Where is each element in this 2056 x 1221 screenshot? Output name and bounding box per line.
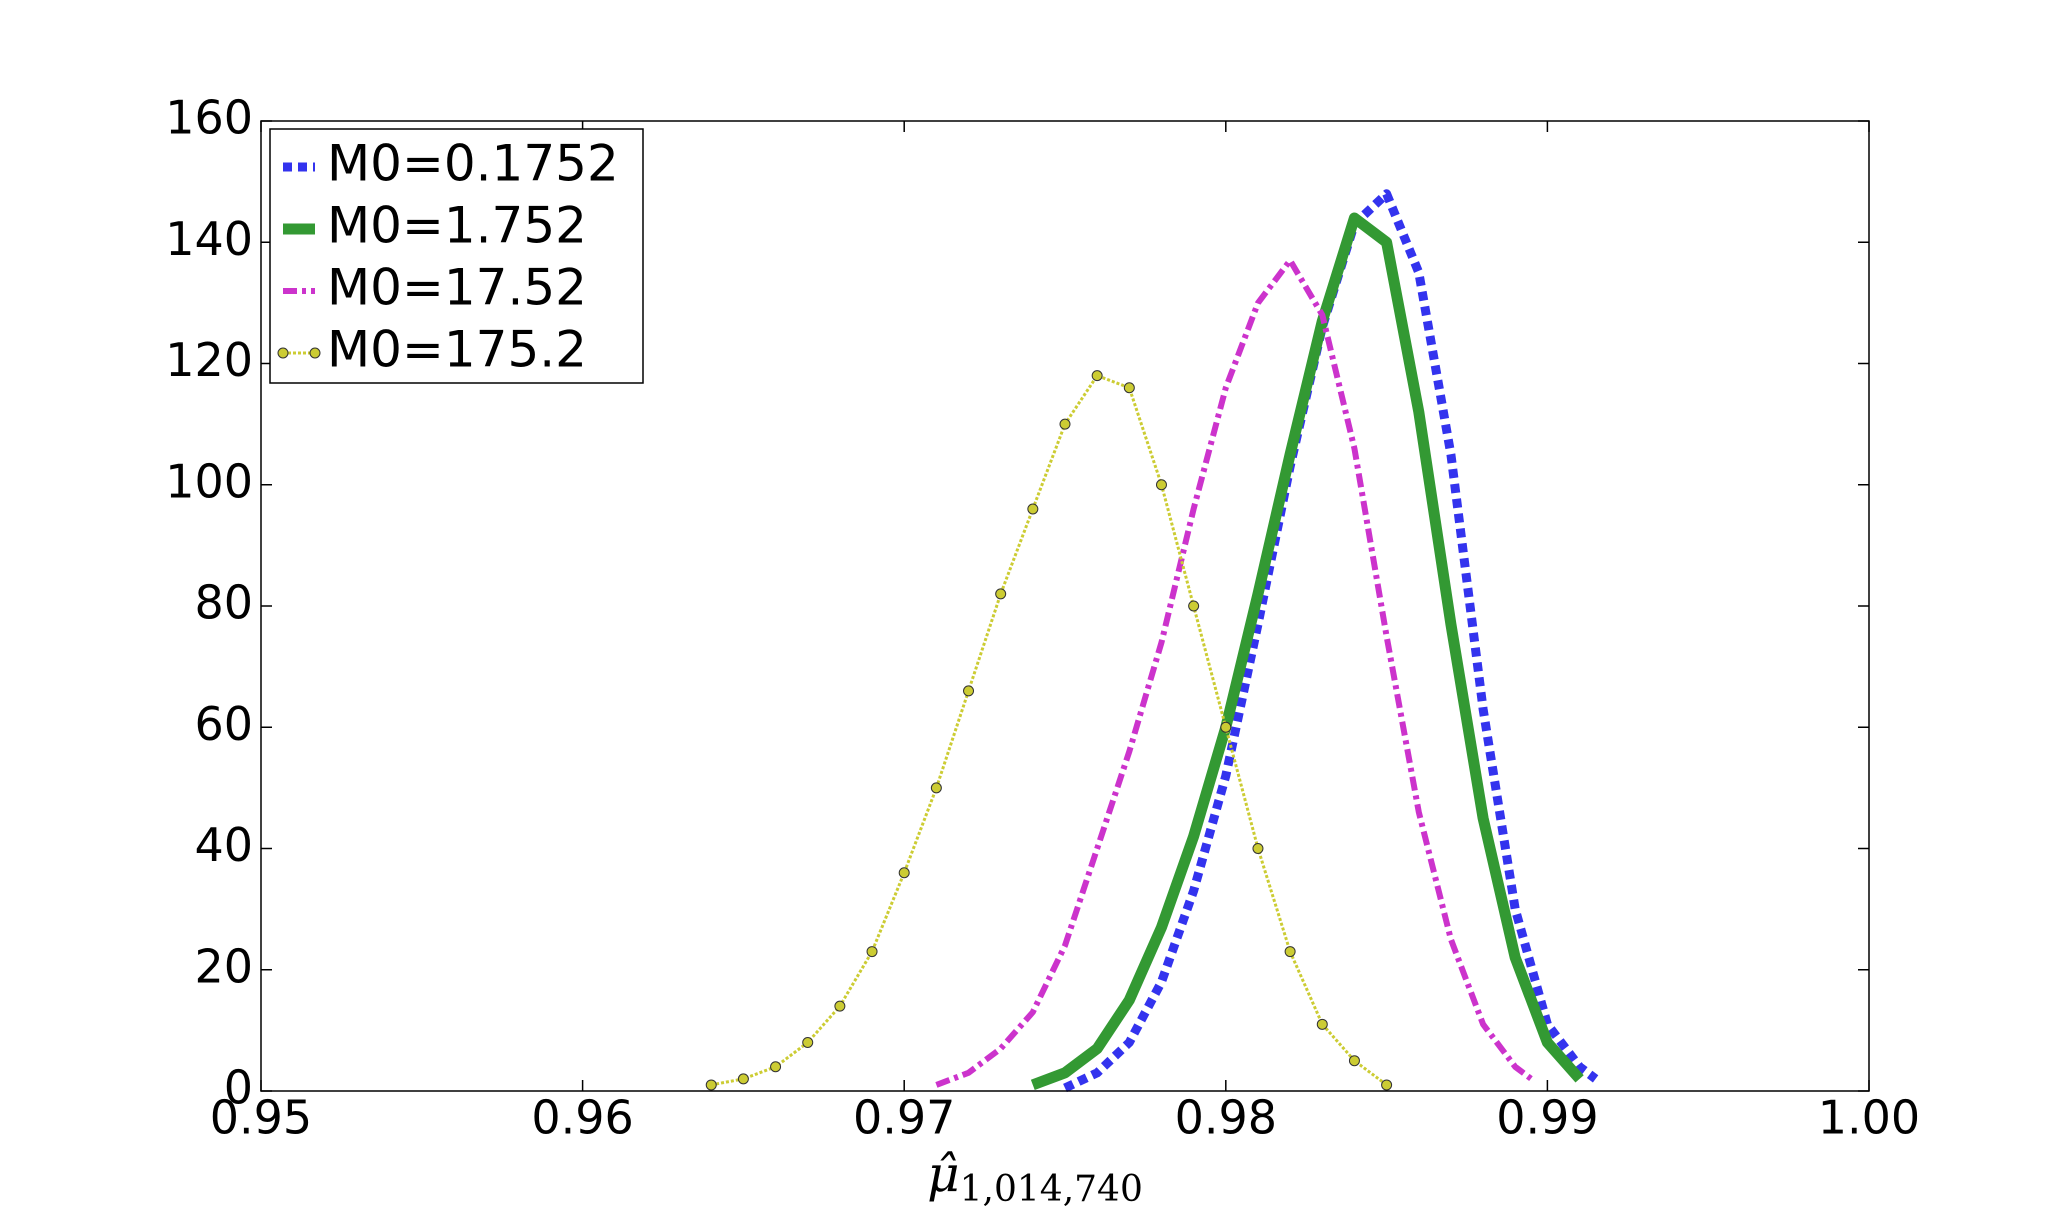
x-label-symbol: μ̂ — [927, 1145, 960, 1203]
legend-label: M0=17.52 — [327, 259, 587, 317]
series-marker — [1316, 1018, 1328, 1030]
series-marker — [1252, 843, 1264, 854]
series-marker — [1284, 946, 1296, 958]
series-marker — [1155, 479, 1167, 491]
x-tick-label: 0.99 — [1496, 1091, 1598, 1145]
series-marker — [834, 1000, 846, 1012]
y-tick-label: 100 — [165, 454, 253, 508]
series-marker — [1059, 418, 1071, 430]
series-marker — [1027, 503, 1039, 515]
series-line — [935, 257, 1534, 1088]
series-marker — [1188, 600, 1200, 612]
y-tick-label: 80 — [194, 576, 253, 630]
series-marker — [1091, 370, 1103, 382]
y-tick-label: 20 — [194, 939, 253, 993]
legend-marker — [277, 347, 289, 359]
series-marker — [770, 1061, 782, 1073]
x-tick-label: 0.97 — [853, 1091, 955, 1145]
series-marker — [963, 685, 975, 697]
y-tick-label: 140 — [165, 212, 253, 266]
x-axis-label: μ̂1,014,740 — [927, 1145, 1143, 1210]
series-line — [710, 374, 1388, 1087]
series-marker — [995, 588, 1007, 600]
legend-label: M0=1.752 — [327, 197, 587, 255]
x-tick-label: 0.95 — [210, 1091, 312, 1145]
plot-frame — [260, 120, 1870, 1092]
series-marker — [705, 1079, 717, 1091]
series-marker — [1381, 1079, 1393, 1091]
y-tick-label: 60 — [194, 697, 253, 751]
series-marker — [1348, 1055, 1360, 1067]
series-line — [1030, 212, 1584, 1091]
x-label-subscript: 1,014,740 — [960, 1169, 1143, 1210]
series-marker — [866, 946, 878, 958]
y-tick-label: 160 — [165, 91, 253, 145]
series-marker — [898, 867, 910, 879]
y-tick-label: 120 — [165, 333, 253, 387]
legend-box — [269, 128, 644, 384]
x-tick-label: 1.00 — [1818, 1091, 1920, 1145]
y-tick-label: 0 — [224, 1061, 253, 1115]
series-marker — [802, 1037, 814, 1048]
legend-label: M0=175.2 — [327, 321, 587, 379]
legend-marker — [309, 347, 321, 359]
series-marker — [930, 782, 942, 794]
x-tick-label: 0.98 — [1175, 1091, 1277, 1145]
legend-label: M0=0.1752 — [327, 135, 619, 193]
x-tick-label: 0.96 — [531, 1091, 633, 1145]
series-marker — [737, 1073, 749, 1085]
y-tick-label: 40 — [194, 818, 253, 872]
series-marker — [1220, 721, 1232, 733]
series-marker — [1123, 382, 1135, 394]
